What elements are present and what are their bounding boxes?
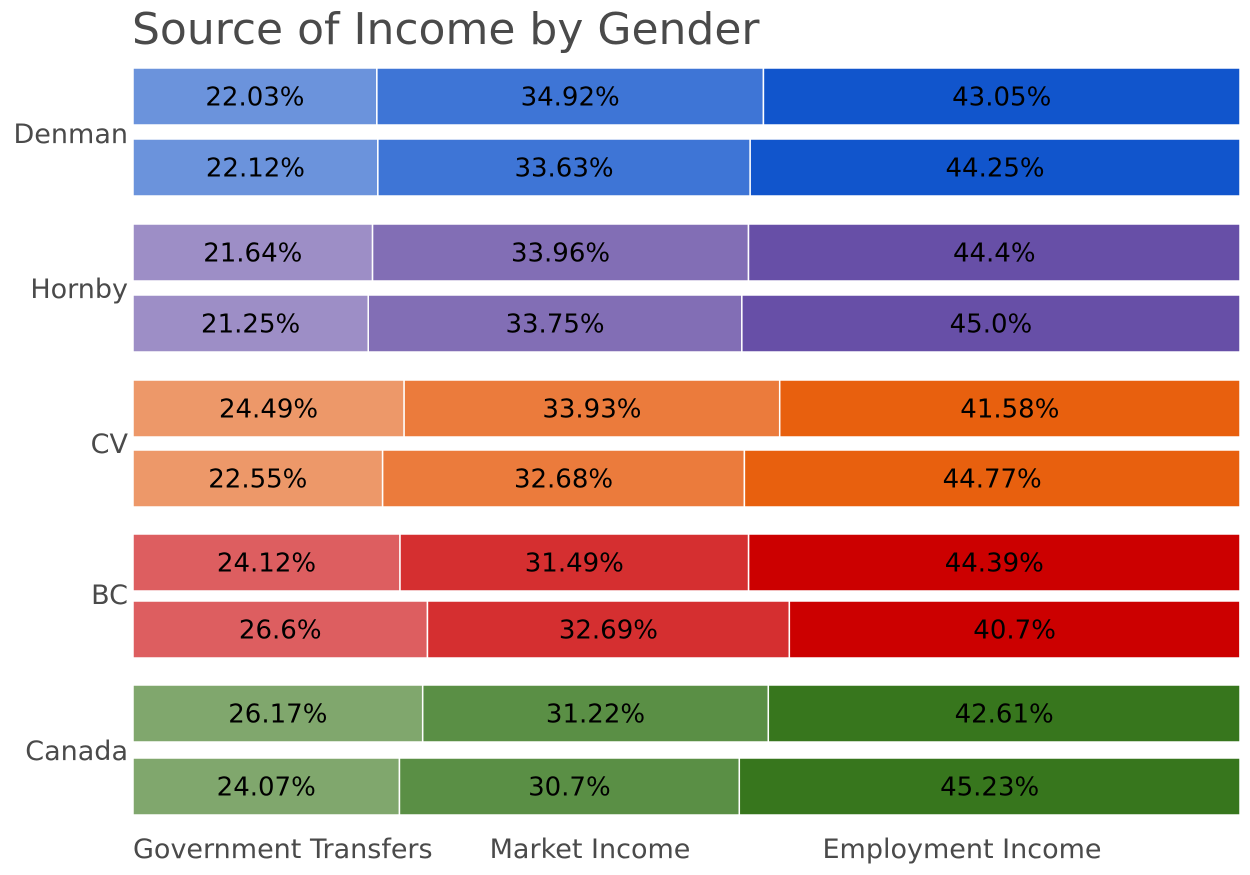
bar-bc-1-segment-3 (747, 533, 1241, 592)
bar-bc-1-segment-2 (399, 533, 750, 592)
data-label-canada-1-1: 26.17% (228, 700, 327, 730)
bar-hornby-1-segment-1 (132, 223, 374, 282)
region-labels: Denman Hornby CV BC Canada (14, 119, 129, 767)
data-label-canada-1-2: 31.22% (546, 700, 645, 730)
bar-denman-1-segment-1 (132, 67, 378, 126)
data-label-cv-2-1: 22.55% (208, 465, 307, 495)
data-label-denman-2-2: 33.63% (514, 154, 613, 184)
bar-cv-2-segment-3 (743, 449, 1241, 508)
data-label-bc-2-1: 26.6% (239, 616, 322, 646)
data-label-cv-1-3: 41.58% (960, 395, 1059, 425)
data-label-hornby-1-3: 44.4% (953, 239, 1036, 269)
data-label-hornby-2-3: 45.0% (950, 310, 1033, 340)
data-label-denman-1-2: 34.92% (521, 83, 620, 113)
bar-bc-2-segment-3 (788, 600, 1241, 659)
bar-denman-1-segment-2 (376, 67, 765, 126)
bar-canada-1-segment-3 (767, 684, 1241, 743)
region-label-bc: BC (91, 580, 128, 611)
data-label-bc-2-3: 40.7% (973, 616, 1056, 646)
chart-title: Source of Income by Gender (132, 4, 760, 55)
bar-canada-2-segment-2 (398, 757, 741, 816)
data-label-hornby-2-1: 21.25% (201, 310, 300, 340)
category-label-employment-income: Employment Income (822, 834, 1101, 865)
data-label-canada-2-3: 45.23% (940, 773, 1039, 803)
bar-bc-2-segment-2 (426, 600, 791, 659)
bar-hornby-2-segment-3 (741, 294, 1241, 353)
bar-denman-2-segment-2 (377, 138, 751, 197)
bar-canada-2-segment-1 (132, 757, 401, 816)
bar-cv-1-segment-3 (778, 379, 1241, 438)
data-label-hornby-1-1: 21.64% (203, 239, 302, 269)
region-label-cv: CV (91, 429, 129, 460)
data-label-canada-2-1: 24.07% (217, 773, 316, 803)
data-label-bc-1-2: 31.49% (525, 549, 624, 579)
data-label-denman-2-1: 22.12% (206, 154, 305, 184)
data-label-bc-1-3: 44.39% (945, 549, 1044, 579)
bar-hornby-2-segment-1 (132, 294, 369, 353)
data-label-bc-1-1: 24.12% (217, 549, 316, 579)
region-label-denman: Denman (14, 119, 128, 150)
bar-hornby-1-segment-2 (371, 223, 750, 282)
bar-cv-1-segment-2 (403, 379, 781, 438)
data-label-cv-1-2: 33.93% (542, 395, 641, 425)
bar-cv-1-segment-1 (132, 379, 405, 438)
bar-canada-1-segment-1 (132, 684, 424, 743)
category-label-government-transfers: Government Transfers (133, 834, 433, 865)
bar-cv-2-segment-1 (132, 449, 384, 508)
bar-bc-1-segment-1 (132, 533, 401, 592)
data-label-bc-2-2: 32.69% (559, 616, 658, 646)
data-label-hornby-2-2: 33.75% (505, 310, 604, 340)
data-label-cv-1-1: 24.49% (219, 395, 318, 425)
bar-hornby-1-segment-3 (747, 223, 1241, 282)
data-label-cv-2-3: 44.77% (943, 465, 1042, 495)
region-label-hornby: Hornby (30, 274, 128, 305)
bar-cv-2-segment-2 (381, 449, 746, 508)
data-label-canada-1-3: 42.61% (955, 700, 1054, 730)
data-label-denman-1-1: 22.03% (205, 83, 304, 113)
bar-denman-1-segment-3 (762, 67, 1241, 126)
region-label-canada: Canada (25, 736, 128, 767)
category-labels: Government Transfers Market Income Emplo… (133, 834, 1102, 865)
data-label-denman-2-3: 44.25% (946, 154, 1045, 184)
data-label-hornby-1-2: 33.96% (511, 239, 610, 269)
bar-bc-2-segment-1 (132, 600, 429, 659)
category-label-market-income: Market Income (490, 834, 691, 865)
bar-canada-2-segment-3 (738, 757, 1241, 816)
data-label-canada-2-2: 30.7% (528, 773, 611, 803)
data-label-denman-1-3: 43.05% (952, 83, 1051, 113)
data-label-cv-2-2: 32.68% (514, 465, 613, 495)
bar-area: 22.03% 34.92% 43.05% 22.12% 33.63% 44.25% 21.6… (132, 67, 1241, 816)
bar-denman-2-segment-3 (749, 138, 1241, 197)
